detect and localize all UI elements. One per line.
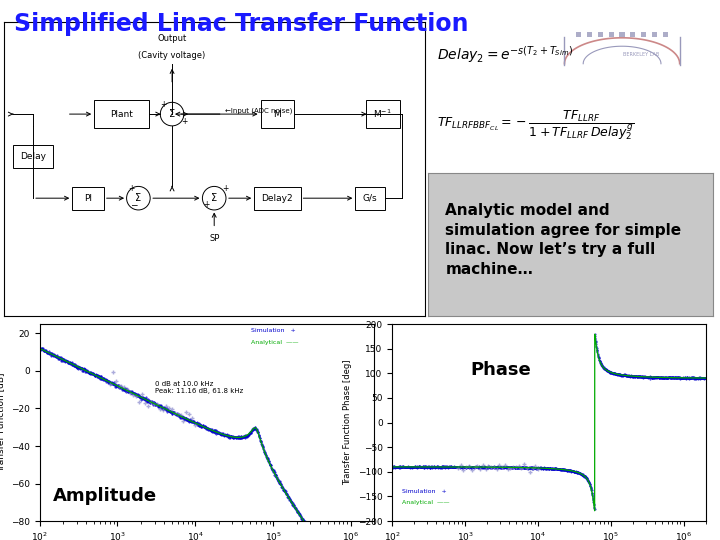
Bar <box>587 32 593 37</box>
Text: G/s: G/s <box>363 194 377 202</box>
Text: +: + <box>222 184 228 193</box>
Text: Analytic model and
simulation agree for simple
linac. Now let’s try a full
machi: Analytic model and simulation agree for … <box>446 203 682 277</box>
Bar <box>608 32 614 37</box>
Text: +: + <box>181 117 188 126</box>
Text: Simulation   +: Simulation + <box>251 328 295 333</box>
Text: ←Input (ADC noise): ←Input (ADC noise) <box>225 107 292 114</box>
Bar <box>662 32 668 37</box>
Text: 0 dB at 10.0 kHz
Peak: 11.16 dB, 61.8 kHz: 0 dB at 10.0 kHz Peak: 11.16 dB, 61.8 kH… <box>155 381 243 394</box>
Text: Simulation   +: Simulation + <box>402 489 446 494</box>
Bar <box>94 100 149 128</box>
Bar <box>641 32 647 37</box>
Text: Plant: Plant <box>110 110 133 119</box>
Bar <box>598 32 603 37</box>
Text: Analytical  ——: Analytical —— <box>251 340 298 345</box>
Text: Σ: Σ <box>169 109 175 119</box>
Text: BERKELEY LAB: BERKELEY LAB <box>623 51 659 57</box>
Text: +: + <box>128 184 135 193</box>
Bar <box>261 100 294 128</box>
Text: +: + <box>204 200 210 208</box>
Text: Output: Output <box>158 34 186 43</box>
Bar <box>366 100 400 128</box>
Text: PI: PI <box>84 194 92 202</box>
Text: Phase: Phase <box>471 361 531 379</box>
Text: $TF_{LLRFBBF_{CL}} = -\dfrac{TF_{LLRF}}{1+TF_{LLRF}\,Delay_2^g}$: $TF_{LLRFBBF_{CL}} = -\dfrac{TF_{LLRF}}{… <box>437 109 634 143</box>
Bar <box>355 187 384 210</box>
Text: (Cavity voltage): (Cavity voltage) <box>138 51 206 60</box>
Text: −: − <box>130 200 138 210</box>
Y-axis label: Transfer Function [dB]: Transfer Function [dB] <box>0 373 5 472</box>
Bar <box>630 32 636 37</box>
Text: +: + <box>161 99 166 109</box>
Text: Amplitude: Amplitude <box>53 487 157 505</box>
Text: M: M <box>274 110 282 119</box>
Y-axis label: Transfer Function Phase [deg]: Transfer Function Phase [deg] <box>343 360 352 485</box>
Text: Analytical  ——: Analytical —— <box>402 501 449 505</box>
Bar <box>254 187 300 210</box>
Bar <box>72 187 104 210</box>
Bar <box>652 32 657 37</box>
Text: Delay: Delay <box>20 152 46 160</box>
Bar <box>13 145 53 168</box>
Text: Delay2: Delay2 <box>261 194 293 202</box>
Bar <box>576 32 582 37</box>
Text: Simplified Linac Transfer Function: Simplified Linac Transfer Function <box>14 12 469 36</box>
Text: M$^{-1}$: M$^{-1}$ <box>374 108 392 120</box>
Bar <box>619 32 625 37</box>
Text: Σ: Σ <box>135 193 141 203</box>
Text: $Delay_2 = e^{-s(T_2+T_{Sim})}$: $Delay_2 = e^{-s(T_2+T_{Sim})}$ <box>437 44 573 65</box>
Text: SP: SP <box>209 234 220 242</box>
Text: Σ: Σ <box>211 193 217 203</box>
